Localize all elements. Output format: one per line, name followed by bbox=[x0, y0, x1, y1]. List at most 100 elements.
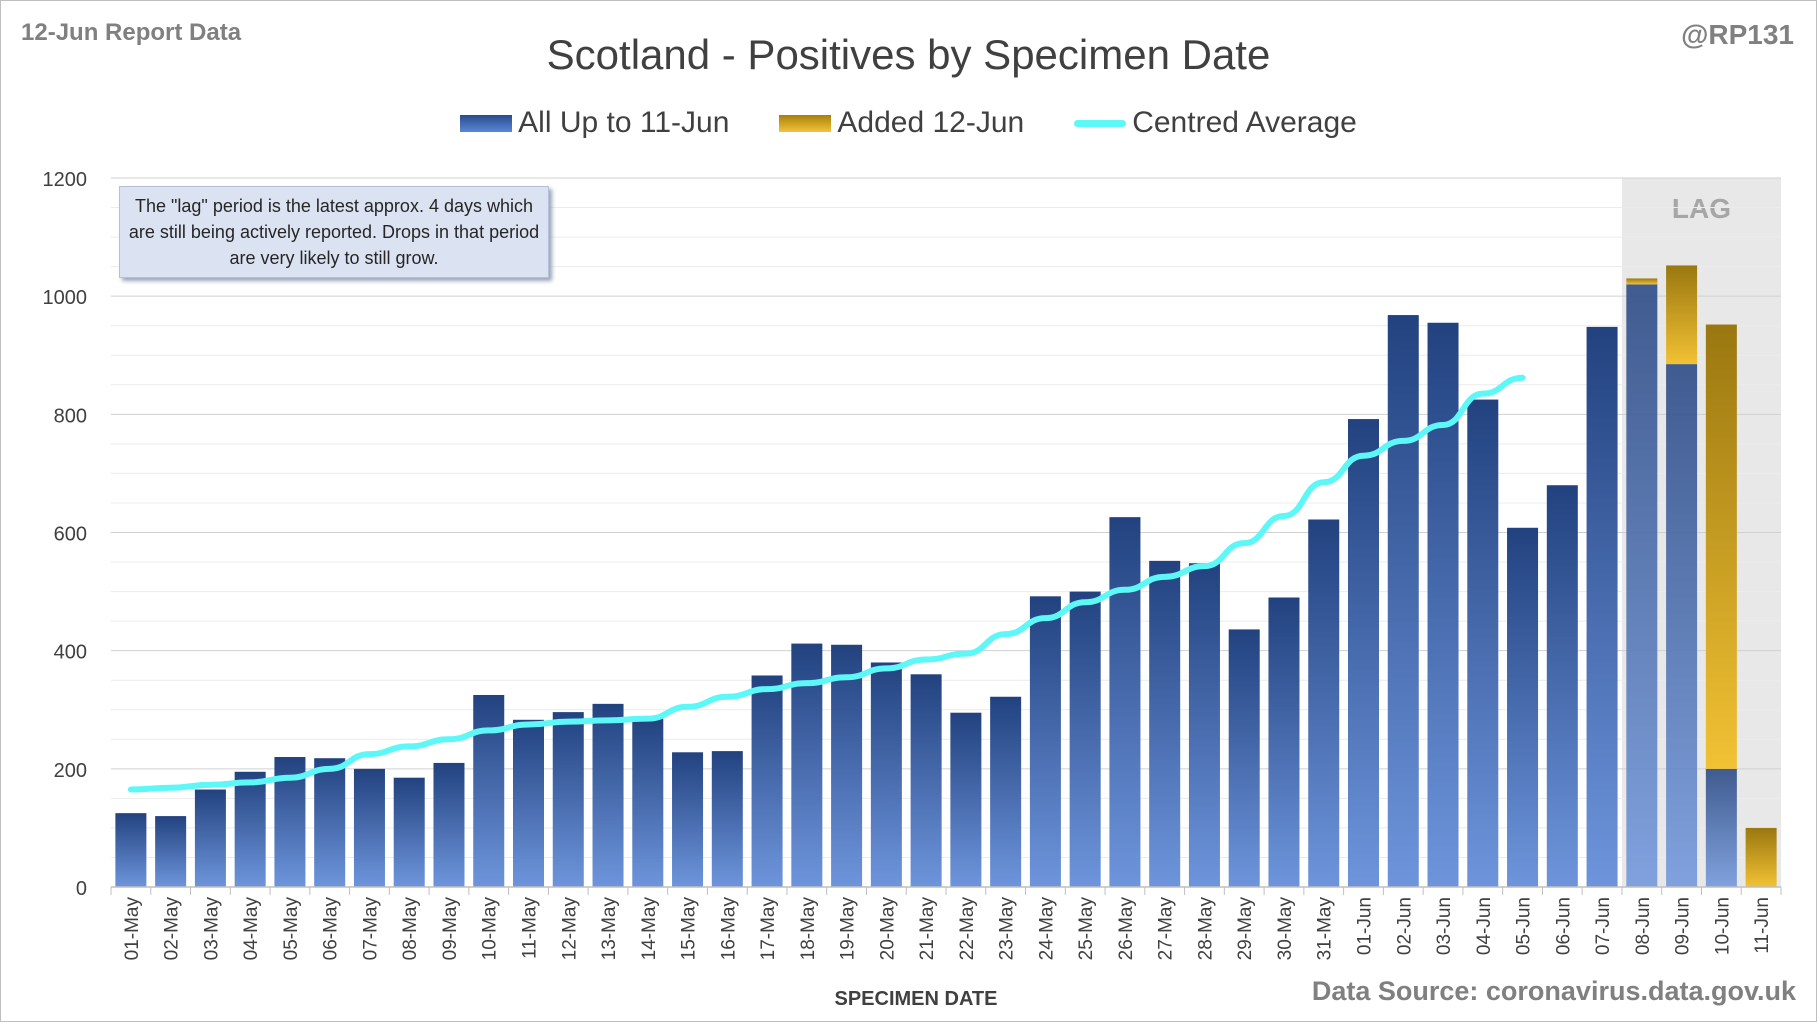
bar-base bbox=[1666, 364, 1698, 887]
bar-base bbox=[950, 712, 982, 887]
x-tick-label: 16-May bbox=[718, 897, 739, 961]
bar-base bbox=[194, 789, 226, 887]
x-tick-label: 25-May bbox=[1076, 897, 1097, 961]
x-tick-label: 10-Jun bbox=[1712, 897, 1733, 955]
y-tick-label: 1200 bbox=[43, 169, 88, 191]
bar-base bbox=[155, 816, 187, 887]
x-tick-label: 10-May bbox=[480, 897, 501, 961]
x-tick-label: 03-Jun bbox=[1434, 897, 1455, 955]
lag-annotation: The "lag" period is the latest approx. 4… bbox=[119, 186, 549, 278]
chart-title: Scotland - Positives by Specimen Date bbox=[546, 31, 1271, 78]
bar-base bbox=[1705, 768, 1737, 887]
bar-base bbox=[910, 674, 942, 887]
bar-base bbox=[1387, 315, 1419, 887]
bar-base bbox=[1228, 629, 1260, 887]
x-tick-label: 17-May bbox=[758, 897, 779, 961]
bar-base bbox=[234, 771, 266, 887]
x-tick-label: 04-May bbox=[241, 897, 262, 961]
bar-base bbox=[1467, 399, 1499, 887]
y-tick-label: 0 bbox=[76, 878, 87, 900]
x-tick-label: 29-May bbox=[1235, 897, 1256, 961]
bar-base bbox=[552, 712, 584, 887]
bar-base bbox=[1069, 591, 1101, 887]
bar-base bbox=[672, 752, 704, 887]
bar-base bbox=[393, 777, 425, 887]
bar-base bbox=[1586, 326, 1618, 887]
x-tick-label: 11-Jun bbox=[1752, 897, 1773, 954]
bar-base bbox=[1347, 419, 1380, 887]
x-tick-label: 28-May bbox=[1195, 897, 1216, 961]
legend-label-added: Added 12-Jun bbox=[837, 106, 1025, 139]
y-tick-label: 600 bbox=[54, 524, 87, 546]
x-tick-label: 24-May bbox=[1036, 897, 1057, 961]
bar-base bbox=[433, 762, 465, 887]
x-tick-label: 20-May bbox=[877, 897, 898, 961]
data-source: Data Source: coronavirus.data.gov.uk bbox=[1311, 976, 1796, 1006]
bar-base bbox=[1268, 597, 1300, 887]
bar-base bbox=[473, 694, 505, 887]
x-tick-label: 30-May bbox=[1275, 897, 1296, 961]
bar-base bbox=[1149, 560, 1181, 887]
legend-label-average: Centred Average bbox=[1132, 106, 1357, 139]
x-tick-label: 07-May bbox=[360, 897, 381, 961]
bar-base bbox=[115, 813, 147, 887]
y-tick-label: 200 bbox=[54, 760, 87, 782]
bar-base bbox=[1308, 519, 1340, 887]
y-tick-label: 400 bbox=[54, 642, 87, 664]
x-tick-label: 27-May bbox=[1156, 897, 1177, 961]
x-tick-label: 02-May bbox=[162, 897, 183, 961]
bar-base bbox=[751, 675, 783, 887]
bar-base bbox=[1029, 596, 1061, 887]
bar-base bbox=[1626, 284, 1658, 888]
bar-added bbox=[1705, 324, 1737, 769]
x-tick-label: 05-Jun bbox=[1514, 897, 1535, 955]
x-tick-label: 22-May bbox=[957, 897, 978, 961]
bar-base bbox=[1109, 517, 1141, 887]
x-tick-label: 08-Jun bbox=[1633, 897, 1654, 955]
bar-base bbox=[632, 718, 664, 887]
x-tick-label: 11-May bbox=[520, 897, 541, 959]
bar-base bbox=[314, 758, 346, 887]
x-tick-label: 13-May bbox=[599, 897, 620, 961]
legend-swatch-added bbox=[779, 114, 832, 132]
bar-added bbox=[1666, 265, 1698, 365]
average-line bbox=[127, 374, 1526, 793]
lag-label: LAG bbox=[1672, 193, 1731, 224]
bar-base bbox=[353, 768, 385, 887]
report-date-label: 12-Jun Report Data bbox=[21, 19, 242, 46]
x-tick-label: 15-May bbox=[679, 897, 700, 961]
legend: All Up to 11-Jun Added 12-Jun Centred Av… bbox=[1, 106, 1816, 140]
bar-base bbox=[512, 719, 545, 887]
x-tick-label: 04-Jun bbox=[1474, 897, 1495, 955]
legend-item-base: All Up to 11-Jun bbox=[460, 106, 729, 140]
x-tick-label: 31-May bbox=[1315, 897, 1336, 961]
x-tick-label: 06-Jun bbox=[1553, 897, 1574, 955]
legend-label-base: All Up to 11-Jun bbox=[518, 106, 730, 139]
bar-base bbox=[1188, 563, 1220, 887]
bar-base bbox=[711, 751, 743, 887]
x-tick-label: 07-Jun bbox=[1593, 897, 1614, 955]
x-tick-label: 23-May bbox=[997, 897, 1018, 961]
x-axis-title: SPECIMEN DATE bbox=[835, 988, 998, 1010]
x-tick-label: 14-May bbox=[639, 897, 660, 961]
x-tick-label: 02-Jun bbox=[1394, 897, 1415, 955]
bar-base bbox=[1546, 485, 1578, 887]
bar-base bbox=[1507, 527, 1539, 887]
x-tick-label: 12-May bbox=[559, 897, 580, 961]
x-tick-label: 26-May bbox=[1116, 897, 1137, 961]
x-tick-label: 09-Jun bbox=[1673, 897, 1694, 955]
legend-item-added: Added 12-Jun bbox=[779, 106, 1024, 140]
x-tick-label: 06-May bbox=[321, 897, 342, 961]
bar-added bbox=[1626, 278, 1658, 285]
bar-base bbox=[592, 703, 624, 887]
x-tick-label: 18-May bbox=[798, 897, 819, 961]
y-tick-label: 800 bbox=[54, 405, 87, 427]
x-tick-label: 19-May bbox=[838, 897, 859, 961]
bar-base bbox=[1427, 322, 1459, 888]
x-tick-label: 08-May bbox=[400, 897, 421, 961]
legend-swatch-base bbox=[460, 114, 513, 132]
x-tick-label: 05-May bbox=[281, 897, 302, 961]
x-tick-label: 01-May bbox=[122, 897, 143, 961]
